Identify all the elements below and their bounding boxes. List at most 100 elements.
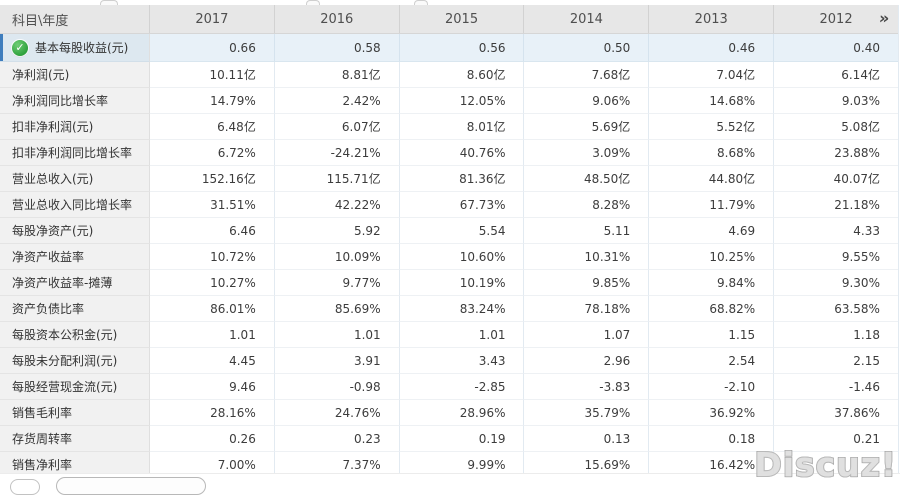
metric-label: 每股净资产(元) bbox=[12, 224, 94, 238]
metric-value-cell: 48.50亿 bbox=[524, 166, 650, 192]
metric-value-cell: 86.01% bbox=[150, 296, 275, 322]
metric-value-cell: 83.24% bbox=[399, 296, 525, 322]
scrollbar-left-button[interactable] bbox=[10, 479, 40, 495]
metric-label-cell[interactable]: 净资产收益率-摊薄 bbox=[0, 270, 150, 296]
metric-value-cell: 7.04亿 bbox=[649, 62, 775, 88]
metric-value-cell: 0.18 bbox=[649, 426, 775, 452]
metric-value-cell: 1.07 bbox=[524, 322, 650, 348]
metric-label-cell[interactable]: ✓ 基本每股收益(元) bbox=[0, 34, 150, 62]
metric-value-cell: 6.48亿 bbox=[150, 114, 275, 140]
header-corner-label: 科目\年度 bbox=[0, 5, 150, 33]
metric-value-cell: 0.13 bbox=[524, 426, 650, 452]
metric-label: 每股未分配利润(元) bbox=[12, 354, 118, 368]
metric-label: 基本每股收益(元) bbox=[35, 41, 129, 55]
metric-value-cell: 35.79% bbox=[524, 400, 650, 426]
column-header-year[interactable]: 2015 bbox=[399, 5, 525, 33]
table-row: 营业总收入(元) 152.16亿 115.71亿 81.36亿 48.50亿 44.80亿… bbox=[0, 166, 898, 192]
metric-label-cell[interactable]: 净资产收益率 bbox=[0, 244, 150, 270]
more-years-chevron-icon[interactable]: » bbox=[877, 8, 891, 28]
metric-label: 营业总收入同比增长率 bbox=[12, 198, 133, 212]
metric-value-cell: 8.60亿 bbox=[399, 62, 525, 88]
metric-value-cell: 21.18% bbox=[774, 192, 898, 218]
year-label: 2013 bbox=[694, 11, 728, 27]
metric-value-cell: 4.33 bbox=[774, 218, 898, 244]
metric-value-cell: 10.11亿 bbox=[150, 62, 275, 88]
table-row: 净利润(元) 10.11亿 8.81亿 8.60亿 7.68亿 7.04亿 6.14亿 bbox=[0, 62, 898, 88]
metric-value-cell: 14.68% bbox=[649, 88, 775, 114]
metric-value-cell: -24.21% bbox=[274, 140, 400, 166]
column-header-year[interactable]: 2017 bbox=[150, 5, 275, 33]
tab-remnant bbox=[414, 0, 428, 6]
metric-value-cell: 3.43 bbox=[399, 348, 525, 374]
year-label: 2016 bbox=[320, 11, 354, 27]
table-row: 每股资本公积金(元) 1.01 1.01 1.01 1.07 1.15 1.18 bbox=[0, 322, 898, 348]
metric-value-cell: 2.15 bbox=[774, 348, 898, 374]
metric-label-cell[interactable]: 存货周转率 bbox=[0, 426, 150, 452]
metric-value-cell: 0.40 bbox=[774, 34, 898, 62]
metric-value-cell: 63.58% bbox=[774, 296, 898, 322]
metric-label-cell[interactable]: 扣非净利润同比增长率 bbox=[0, 140, 150, 166]
metric-value-cell: 78.18% bbox=[524, 296, 650, 322]
metric-label: 扣非净利润(元) bbox=[12, 120, 94, 134]
metric-label-cell[interactable]: 净利润同比增长率 bbox=[0, 88, 150, 114]
metric-value-cell: 1.01 bbox=[399, 322, 525, 348]
metric-value-cell: 8.68% bbox=[649, 140, 775, 166]
metric-value-cell: 0.66 bbox=[150, 34, 275, 62]
metric-value-cell: 0.21 bbox=[774, 426, 898, 452]
metric-value-cell: 40.07亿 bbox=[774, 166, 898, 192]
metric-label: 净资产收益率-摊薄 bbox=[12, 276, 113, 290]
metric-value-cell: 115.71亿 bbox=[274, 166, 400, 192]
metric-label: 销售净利率 bbox=[12, 458, 73, 472]
metric-value-cell: 10.72% bbox=[150, 244, 275, 270]
metric-label: 每股经营现金流(元) bbox=[12, 380, 118, 394]
metric-value-cell: 10.31% bbox=[524, 244, 650, 270]
metric-label-cell[interactable]: 净利润(元) bbox=[0, 62, 150, 88]
metric-value-cell: 1.01 bbox=[274, 322, 400, 348]
column-header-year[interactable]: 2014 bbox=[524, 5, 650, 33]
metric-label-cell[interactable]: 资产负债比率 bbox=[0, 296, 150, 322]
year-label: 2012 bbox=[819, 11, 853, 27]
metric-value-cell: 5.54 bbox=[399, 218, 525, 244]
metric-value-cell: 5.92 bbox=[274, 218, 400, 244]
metric-value-cell: 11.79% bbox=[649, 192, 775, 218]
metric-label-cell[interactable]: 每股净资产(元) bbox=[0, 218, 150, 244]
metric-label-cell[interactable]: 销售毛利率 bbox=[0, 400, 150, 426]
metric-value-cell: 3.09% bbox=[524, 140, 650, 166]
year-label: 2017 bbox=[195, 11, 229, 27]
metric-value-cell: 0.26 bbox=[150, 426, 275, 452]
metric-value-cell: 23.88% bbox=[774, 140, 898, 166]
metric-label-cell[interactable]: 扣非净利润(元) bbox=[0, 114, 150, 140]
metric-value-cell: 0.23 bbox=[274, 426, 400, 452]
metric-value-cell: -3.83 bbox=[524, 374, 650, 400]
metric-label-cell[interactable]: 每股资本公积金(元) bbox=[0, 322, 150, 348]
metric-label-cell[interactable]: 每股经营现金流(元) bbox=[0, 374, 150, 400]
table-row: 净利润同比增长率 14.79% 2.42% 12.05% 9.06% 14.68% 9.03… bbox=[0, 88, 898, 114]
horizontal-scrollbar[interactable] bbox=[0, 473, 900, 495]
metric-label-cell[interactable]: 营业总收入同比增长率 bbox=[0, 192, 150, 218]
scrollbar-thumb[interactable] bbox=[56, 477, 206, 495]
table-row: 每股净资产(元) 6.46 5.92 5.54 5.11 4.69 4.33 bbox=[0, 218, 898, 244]
metric-value-cell: 2.42% bbox=[274, 88, 400, 114]
metric-value-cell: 6.72% bbox=[150, 140, 275, 166]
column-header-year[interactable]: 2013 bbox=[649, 5, 775, 33]
metric-value-cell: 68.82% bbox=[649, 296, 775, 322]
metric-value-cell: 9.77% bbox=[274, 270, 400, 296]
metric-value-cell: 2.54 bbox=[649, 348, 775, 374]
metric-value-cell: 67.73% bbox=[399, 192, 525, 218]
metric-label: 资产负债比率 bbox=[12, 302, 85, 316]
metric-label: 存货周转率 bbox=[12, 432, 73, 446]
metric-value-cell: 40.76% bbox=[399, 140, 525, 166]
column-header-year[interactable]: 2012 » bbox=[774, 5, 898, 33]
metric-value-cell: 9.03% bbox=[774, 88, 898, 114]
metric-value-cell: 44.80亿 bbox=[649, 166, 775, 192]
tab-remnant bbox=[100, 0, 118, 6]
column-header-year[interactable]: 2016 bbox=[274, 5, 400, 33]
metric-label-cell[interactable]: 营业总收入(元) bbox=[0, 166, 150, 192]
metric-value-cell: 0.56 bbox=[399, 34, 525, 62]
metric-value-cell: 10.19% bbox=[399, 270, 525, 296]
table-row: 销售毛利率 28.16% 24.76% 28.96% 35.79% 36.92% 37.86… bbox=[0, 400, 898, 426]
metric-value-cell: 9.84% bbox=[649, 270, 775, 296]
metric-value-cell: 9.30% bbox=[774, 270, 898, 296]
metric-label-cell[interactable]: 每股未分配利润(元) bbox=[0, 348, 150, 374]
metric-value-cell: 4.45 bbox=[150, 348, 275, 374]
